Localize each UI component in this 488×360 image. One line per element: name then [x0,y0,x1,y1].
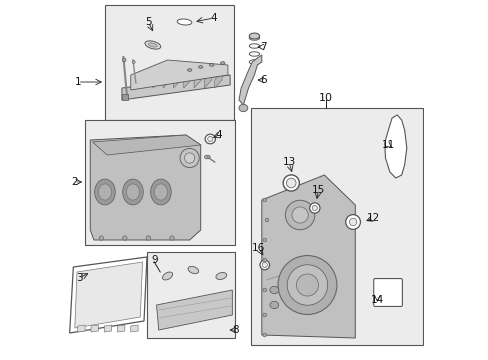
Polygon shape [153,72,160,88]
Text: 9: 9 [151,255,157,265]
Ellipse shape [291,207,307,223]
Text: 14: 14 [370,295,383,305]
Ellipse shape [207,136,212,141]
Polygon shape [384,115,406,178]
Polygon shape [214,72,222,88]
Ellipse shape [95,179,115,205]
Text: 1: 1 [74,77,81,87]
Ellipse shape [188,266,198,274]
Ellipse shape [260,260,269,270]
Ellipse shape [187,69,191,71]
Ellipse shape [263,258,266,262]
Polygon shape [91,325,98,332]
Text: 5: 5 [145,17,151,27]
Ellipse shape [122,58,126,62]
Ellipse shape [148,43,157,47]
Text: 3: 3 [76,273,82,283]
Ellipse shape [184,153,194,163]
Ellipse shape [98,184,111,200]
Polygon shape [122,75,230,100]
Ellipse shape [269,301,278,309]
Ellipse shape [345,215,360,229]
Ellipse shape [239,104,247,112]
Ellipse shape [132,60,135,63]
Bar [147,252,235,338]
Text: 16: 16 [252,243,265,253]
Ellipse shape [150,179,171,205]
Text: 6: 6 [260,75,266,85]
Polygon shape [75,262,142,328]
Ellipse shape [220,62,224,64]
Polygon shape [78,325,85,332]
Bar [122,94,127,100]
Ellipse shape [198,66,203,68]
Ellipse shape [126,184,139,200]
Text: 15: 15 [311,185,325,195]
Polygon shape [130,60,227,90]
Polygon shape [173,72,181,88]
Polygon shape [90,135,200,240]
Text: 4: 4 [215,130,222,140]
Polygon shape [130,325,138,332]
Text: 12: 12 [366,213,380,223]
Ellipse shape [146,236,150,240]
Bar [85,120,235,245]
Ellipse shape [263,238,266,242]
Ellipse shape [312,206,317,211]
Ellipse shape [269,286,278,294]
Ellipse shape [286,178,295,188]
Ellipse shape [263,313,266,317]
Text: 2: 2 [71,177,78,187]
Ellipse shape [204,134,215,144]
Ellipse shape [262,262,267,267]
Ellipse shape [249,33,259,39]
Ellipse shape [169,236,174,240]
Ellipse shape [263,333,266,337]
Polygon shape [156,290,232,330]
Bar [105,5,233,120]
Text: 13: 13 [282,157,295,167]
Ellipse shape [263,288,266,292]
Polygon shape [183,72,191,88]
Ellipse shape [263,198,266,202]
Polygon shape [117,325,124,332]
Polygon shape [261,175,355,338]
Text: 10: 10 [318,93,332,103]
Ellipse shape [99,236,103,240]
Ellipse shape [162,272,172,280]
Ellipse shape [309,203,319,213]
Polygon shape [104,325,111,332]
Polygon shape [69,257,147,333]
Ellipse shape [122,179,143,205]
Ellipse shape [285,200,314,230]
Polygon shape [204,72,211,88]
Bar [251,108,422,345]
Text: 4: 4 [210,13,217,23]
Ellipse shape [296,274,318,296]
Polygon shape [163,72,170,88]
Ellipse shape [144,41,161,49]
Ellipse shape [286,265,327,305]
Ellipse shape [349,218,356,226]
Text: 7: 7 [260,42,266,52]
Polygon shape [92,135,200,155]
Text: 8: 8 [232,325,239,335]
Ellipse shape [209,64,214,66]
Ellipse shape [264,218,268,222]
Ellipse shape [278,256,336,314]
Ellipse shape [122,236,127,240]
Ellipse shape [283,175,299,191]
Ellipse shape [204,155,210,159]
Ellipse shape [216,273,226,279]
Ellipse shape [177,19,191,25]
Ellipse shape [154,184,167,200]
Polygon shape [239,55,261,105]
FancyBboxPatch shape [373,279,402,306]
Polygon shape [194,72,201,88]
Ellipse shape [180,148,199,167]
Text: 11: 11 [381,140,394,150]
